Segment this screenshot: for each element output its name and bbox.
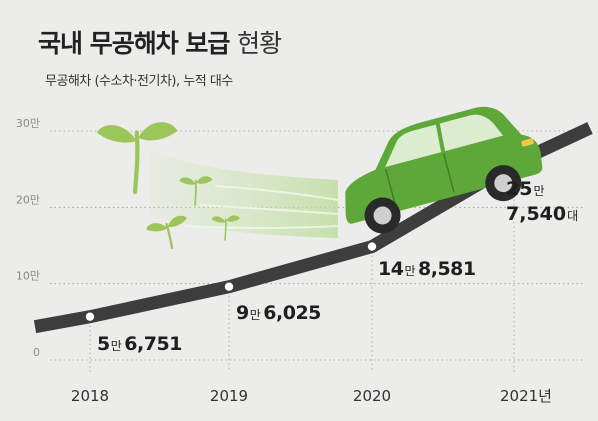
- x-tick-label: 2020: [353, 387, 391, 405]
- data-label-number: 25: [506, 178, 532, 200]
- data-label-number: 6,025: [263, 302, 321, 324]
- sprout-small: [179, 176, 213, 206]
- data-label: 9만 6,025: [236, 302, 321, 324]
- car-window: [439, 114, 503, 152]
- x-tick-label: 2021년: [500, 387, 552, 405]
- x-tick-label: 2019: [210, 387, 248, 405]
- x-tick-label: 2018: [71, 387, 109, 405]
- data-label: 7,540대: [506, 203, 578, 225]
- chart-subtitle: 무공해차 (수소차·전기차), 누적 대수: [45, 74, 233, 89]
- sprout-stem: [224, 218, 227, 241]
- data-label-number: 5: [97, 333, 110, 355]
- data-point: [367, 242, 377, 251]
- speed-line: [214, 185, 339, 201]
- car-wheel-hub: [494, 174, 513, 193]
- sprout-leaf: [167, 215, 188, 228]
- y-tick-label: 10만: [16, 270, 40, 283]
- data-label-unit: 대: [567, 209, 578, 223]
- speed-line: [199, 204, 339, 215]
- chart-title: 국내 무공해차 보급 현황: [38, 24, 282, 60]
- y-tick-label: 0: [33, 346, 40, 359]
- chart-title-main: 국내 무공해차 보급: [38, 29, 230, 58]
- data-label: 5만 6,751: [97, 333, 182, 355]
- data-point: [85, 312, 95, 321]
- sprout-stem: [132, 130, 140, 195]
- data-label-unit: 만: [111, 339, 122, 353]
- data-point: [224, 282, 234, 291]
- speed-line: [184, 225, 339, 229]
- sprout-medium: [146, 215, 188, 250]
- data-label: 14만 8,581: [378, 258, 476, 280]
- sprout-small: [211, 215, 240, 241]
- car-door-line: [384, 168, 397, 208]
- sprout-large: [96, 122, 178, 195]
- car-headlight: [521, 138, 534, 147]
- data-label-number: 9: [236, 302, 249, 324]
- data-label: 25만: [506, 178, 545, 200]
- sprout-leaf: [96, 125, 137, 143]
- sprout-leaf: [211, 216, 226, 223]
- sprout-stem: [165, 222, 174, 250]
- sprout-stem: [194, 179, 197, 206]
- car-door-line: [442, 153, 455, 193]
- y-tick-label: 30만: [16, 117, 40, 130]
- data-label-number: 7,540: [506, 203, 566, 225]
- chart-title-light: 현황: [237, 29, 282, 58]
- sprout-leaf: [196, 176, 213, 184]
- car-window: [385, 124, 442, 168]
- y-tick-label: 20만: [16, 193, 40, 206]
- speed-trail: [150, 150, 338, 238]
- car-wheel-hub: [373, 206, 392, 225]
- data-label-number: 14: [378, 258, 404, 280]
- sprout-leaf: [226, 215, 240, 222]
- sprout-leaf: [179, 177, 196, 185]
- data-label-unit: 만: [404, 264, 415, 278]
- sprout-leaf: [138, 122, 178, 141]
- car-illustration: [345, 106, 543, 234]
- data-label-unit: 만: [533, 184, 544, 198]
- sprout-leaf: [146, 223, 168, 232]
- data-label-number: 6,751: [124, 333, 182, 355]
- data-label-unit: 만: [250, 308, 261, 322]
- data-label-number: 8,581: [418, 258, 476, 280]
